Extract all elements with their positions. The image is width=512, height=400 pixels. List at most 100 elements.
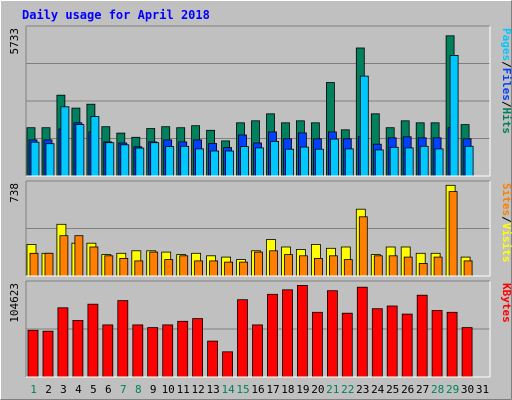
day-label-6: 6 xyxy=(105,383,112,396)
bar-pages-day-14 xyxy=(225,150,235,177)
day-label-2: 2 xyxy=(45,383,52,396)
bar-sites-day-12 xyxy=(194,260,204,277)
day-label-7: 7 xyxy=(120,383,127,396)
day-label-27: 27 xyxy=(416,383,429,396)
legend-sites: Sites xyxy=(500,183,512,216)
day-label-30: 30 xyxy=(461,383,474,396)
day-label-1: 1 xyxy=(30,383,37,396)
side-legend: Sites/Visits xyxy=(500,183,512,263)
day-label-28: 28 xyxy=(431,383,444,396)
bar-sites-day-1 xyxy=(29,252,39,277)
bar-pages-day-10 xyxy=(165,146,175,177)
bar-sites-day-30 xyxy=(463,260,473,277)
bar-pages-day-24 xyxy=(374,149,384,177)
bar-sites-day-25 xyxy=(388,255,398,277)
panel-visits-sites: 738 Sites/Visits xyxy=(8,180,512,277)
bar-sites-day-21 xyxy=(328,255,338,277)
bar-pages-day-21 xyxy=(329,138,339,177)
bar-pages-day-25 xyxy=(389,146,399,177)
bar-sites-day-14 xyxy=(224,261,234,277)
day-label-24: 24 xyxy=(371,383,385,396)
bar-pages-day-23 xyxy=(359,75,369,177)
bar-kbytes-day-16 xyxy=(252,324,263,378)
bar-kbytes-day-6 xyxy=(102,324,114,378)
day-label-18: 18 xyxy=(281,383,294,396)
bar-sites-day-23 xyxy=(358,216,368,277)
chart-title: Daily usage for April 2018 xyxy=(22,8,210,22)
bar-kbytes-day-7 xyxy=(117,300,129,378)
legend-kbytes: KBytes xyxy=(500,283,512,323)
bar-kbytes-day-29 xyxy=(446,311,458,378)
bar-kbytes-day-23 xyxy=(356,286,368,378)
panel-hits-files-pages: 5733 Pages/Files/Hits xyxy=(8,25,512,177)
bar-sites-day-10 xyxy=(164,259,174,277)
bar-sites-day-24 xyxy=(373,255,383,277)
bar-sites-day-26 xyxy=(403,256,413,277)
bar-pages-day-7 xyxy=(120,144,130,177)
legend-separator: / xyxy=(500,216,512,223)
bar-pages-day-12 xyxy=(195,148,205,177)
day-label-31: 31 xyxy=(476,383,489,396)
bar-kbytes-day-22 xyxy=(341,312,353,378)
bar-pages-day-3 xyxy=(60,106,70,177)
day-label-17: 17 xyxy=(266,383,279,396)
bar-sites-day-22 xyxy=(343,259,353,277)
bar-sites-day-4 xyxy=(74,235,84,277)
bar-kbytes-day-19 xyxy=(296,284,308,378)
bar-pages-day-13 xyxy=(210,150,220,177)
bar-sites-day-19 xyxy=(298,255,308,277)
bar-sites-day-5 xyxy=(89,246,99,277)
ymax-label: 104623 xyxy=(8,283,21,323)
day-label-4: 4 xyxy=(75,383,82,396)
bar-pages-day-20 xyxy=(314,148,324,177)
bar-kbytes-day-30 xyxy=(461,327,473,378)
bar-pages-day-22 xyxy=(344,148,354,177)
day-label-22: 22 xyxy=(341,383,354,396)
ymax-label: 5733 xyxy=(8,28,21,55)
day-label-29: 29 xyxy=(446,383,459,396)
bar-pages-day-4 xyxy=(75,124,85,177)
day-label-10: 10 xyxy=(162,383,175,396)
bar-pages-day-15 xyxy=(240,146,249,177)
bar-sites-day-13 xyxy=(209,260,219,277)
bar-pages-day-2 xyxy=(45,143,55,177)
bar-sites-day-6 xyxy=(104,255,114,277)
bar-pages-day-27 xyxy=(419,145,429,177)
bar-kbytes-day-11 xyxy=(177,320,189,378)
bar-kbytes-day-12 xyxy=(192,318,204,378)
bar-sites-day-7 xyxy=(119,257,129,277)
bar-kbytes-day-4 xyxy=(72,319,84,378)
bar-kbytes-day-18 xyxy=(282,289,293,378)
day-label-12: 12 xyxy=(191,383,204,396)
bar-sites-day-28 xyxy=(433,256,443,277)
legend-separator: / xyxy=(500,101,512,108)
day-label-19: 19 xyxy=(296,383,309,396)
bar-sites-day-3 xyxy=(59,235,69,277)
bar-pages-day-8 xyxy=(135,147,145,177)
day-label-15: 15 xyxy=(236,383,249,396)
bar-sites-day-8 xyxy=(134,260,144,277)
day-label-13: 13 xyxy=(206,383,219,396)
day-label-8: 8 xyxy=(135,383,142,396)
bar-kbytes-day-15 xyxy=(237,299,248,378)
day-label-23: 23 xyxy=(356,383,369,396)
bar-pages-day-17 xyxy=(270,140,279,177)
day-label-26: 26 xyxy=(401,383,414,396)
bar-kbytes-day-9 xyxy=(147,327,159,378)
day-label-21: 21 xyxy=(326,383,339,396)
bar-kbytes-day-24 xyxy=(371,308,383,378)
bar-pages-day-6 xyxy=(105,142,115,177)
bar-pages-day-11 xyxy=(180,145,190,177)
day-label-3: 3 xyxy=(60,383,67,396)
day-label-14: 14 xyxy=(221,383,235,396)
ymax-label: 738 xyxy=(8,183,21,203)
legend-pages: Pages xyxy=(500,28,512,61)
bar-pages-day-1 xyxy=(30,141,40,177)
bar-pages-day-28 xyxy=(434,148,444,177)
bar-pages-day-16 xyxy=(255,147,264,177)
day-label-25: 25 xyxy=(386,383,399,396)
bar-kbytes-day-25 xyxy=(386,305,398,378)
side-legend: Pages/Files/Hits xyxy=(500,28,512,134)
legend-files: Files xyxy=(500,68,512,101)
